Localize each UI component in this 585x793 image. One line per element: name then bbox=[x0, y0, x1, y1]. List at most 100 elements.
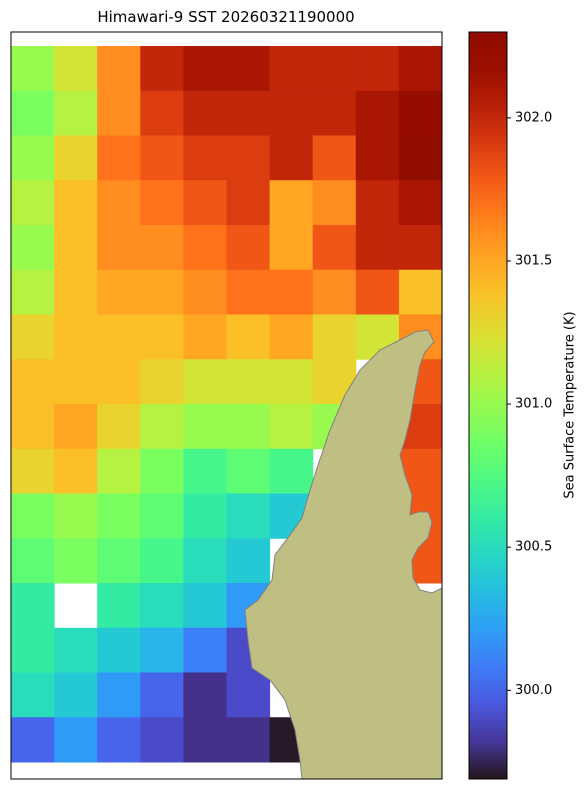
sst-cell bbox=[226, 404, 271, 450]
sst-cell bbox=[140, 135, 184, 181]
sst-cell bbox=[11, 180, 55, 226]
sst-cell bbox=[97, 90, 141, 136]
sst-cell bbox=[269, 404, 314, 450]
sst-cell bbox=[312, 46, 357, 92]
sst-cell bbox=[11, 627, 55, 673]
sst-cell bbox=[54, 359, 98, 405]
sst-cell bbox=[183, 359, 227, 405]
sst-cell bbox=[226, 135, 271, 181]
sst-cell bbox=[312, 90, 357, 136]
colorbar-tick-label: 300.5 bbox=[515, 540, 552, 555]
sst-cell bbox=[97, 269, 141, 315]
sst-cell bbox=[54, 672, 98, 718]
sst-cell bbox=[183, 46, 227, 92]
sst-cell bbox=[355, 90, 400, 136]
sst-cell bbox=[97, 627, 141, 673]
sst-cell bbox=[269, 46, 314, 92]
sst-cell bbox=[140, 46, 184, 92]
sst-cell bbox=[226, 672, 271, 718]
sst-cell bbox=[11, 493, 55, 539]
sst-cell bbox=[140, 583, 184, 629]
sst-cell bbox=[269, 314, 314, 360]
sst-cell bbox=[183, 627, 227, 673]
sst-cell bbox=[97, 404, 141, 450]
sst-cell bbox=[226, 314, 271, 360]
sst-cell bbox=[355, 225, 400, 271]
sst-cell bbox=[140, 225, 184, 271]
sst-cell bbox=[312, 135, 357, 181]
sst-cell bbox=[97, 583, 141, 629]
colorbar-tick-label: 301.0 bbox=[515, 397, 552, 412]
sst-cell bbox=[226, 448, 271, 494]
sst-cell bbox=[11, 359, 55, 405]
sst-cell bbox=[11, 90, 55, 136]
sst-cell bbox=[97, 359, 141, 405]
sst-cell bbox=[398, 269, 442, 315]
sst-cell bbox=[97, 538, 141, 584]
sst-cell bbox=[312, 314, 357, 360]
sst-cell bbox=[140, 404, 184, 450]
sst-cell bbox=[54, 90, 98, 136]
sst-cell bbox=[183, 538, 227, 584]
sst-cell bbox=[54, 717, 98, 763]
sst-cell bbox=[140, 717, 184, 763]
sst-field bbox=[11, 46, 442, 763]
sst-cell bbox=[355, 46, 400, 92]
sst-cell bbox=[54, 180, 98, 226]
sst-cell bbox=[97, 135, 141, 181]
sst-cell bbox=[140, 90, 184, 136]
sst-cell bbox=[140, 359, 184, 405]
sst-cell bbox=[398, 135, 442, 181]
sst-cell bbox=[97, 672, 141, 718]
sst-cell bbox=[140, 538, 184, 584]
sst-cell bbox=[269, 90, 314, 136]
sst-cell bbox=[398, 180, 442, 226]
colorbar-label: Sea Surface Temperature (K) bbox=[563, 311, 578, 498]
sst-cell bbox=[11, 404, 55, 450]
sst-cell bbox=[269, 359, 314, 405]
sst-cell bbox=[183, 672, 227, 718]
sst-cell bbox=[398, 225, 442, 271]
sst-cell bbox=[183, 90, 227, 136]
land bbox=[244, 329, 442, 779]
sst-cell bbox=[97, 46, 141, 92]
sst-cell bbox=[355, 269, 400, 315]
sst-cell bbox=[54, 46, 98, 92]
sst-cell bbox=[11, 583, 55, 629]
sst-cell bbox=[140, 180, 184, 226]
sst-cell bbox=[312, 225, 357, 271]
colorbar-tick-label: 302.0 bbox=[515, 110, 552, 125]
sst-cell bbox=[355, 135, 400, 181]
sst-cell bbox=[54, 269, 98, 315]
sst-cell bbox=[269, 448, 314, 494]
sst-cell bbox=[54, 404, 98, 450]
sst-cell bbox=[11, 135, 55, 181]
sst-cell bbox=[398, 90, 442, 136]
sst-cell bbox=[183, 225, 227, 271]
sst-cell bbox=[226, 90, 271, 136]
sst-cell bbox=[97, 717, 141, 763]
sst-cell bbox=[97, 448, 141, 494]
sst-cell bbox=[183, 180, 227, 226]
sst-cell bbox=[226, 359, 271, 405]
sst-cell bbox=[226, 717, 271, 763]
sst-cell bbox=[226, 493, 271, 539]
sst-cell bbox=[97, 180, 141, 226]
sst-cell bbox=[398, 46, 442, 92]
sst-cell bbox=[226, 46, 271, 92]
sst-cell bbox=[140, 269, 184, 315]
sst-cell bbox=[183, 448, 227, 494]
sst-cell bbox=[140, 672, 184, 718]
sst-cell bbox=[226, 225, 271, 271]
sst-cell bbox=[11, 672, 55, 718]
sst-cell bbox=[355, 180, 400, 226]
sst-cell bbox=[269, 180, 314, 226]
sst-cell bbox=[183, 135, 227, 181]
sst-cell bbox=[140, 448, 184, 494]
sst-cell bbox=[226, 180, 271, 226]
sst-cell bbox=[54, 448, 98, 494]
sst-cell bbox=[312, 180, 357, 226]
sst-cell bbox=[183, 583, 227, 629]
colorbar-tick-label: 300.0 bbox=[515, 683, 552, 698]
